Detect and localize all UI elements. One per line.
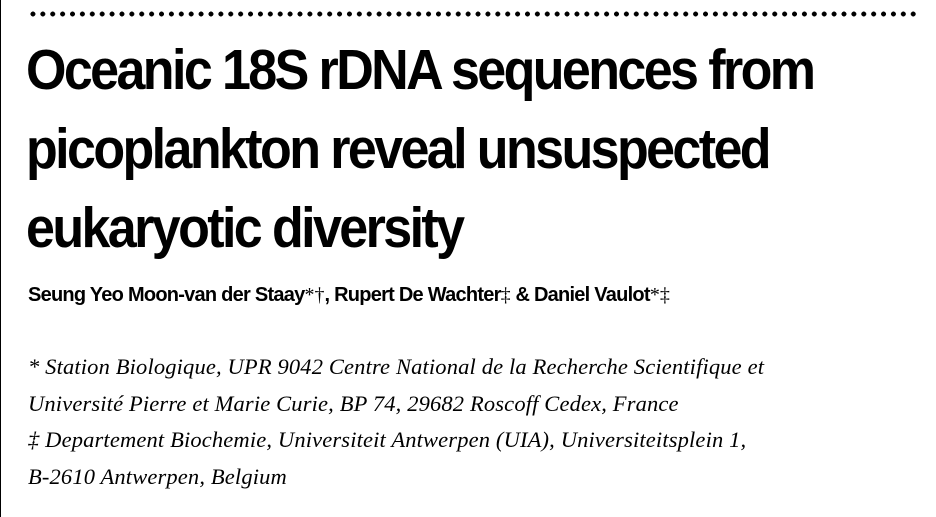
affiliation-line: Université Pierre et Marie Curie, BP 74,… (28, 390, 679, 416)
affiliation-marks: *† (304, 284, 325, 306)
author-name: Daniel Vaulot (533, 284, 651, 306)
title-line: Oceanic 18S rDNA sequences from (26, 39, 816, 103)
title-line: eukaryotic diversity (26, 197, 465, 260)
left-margin-rule (0, 0, 1, 517)
affiliation-line: B-2610 Antwerpen, Belgium (28, 463, 287, 489)
author-separator: , (324, 284, 335, 306)
author-list: Seung Yeo Moon-van der Staay*†, Rupert D… (28, 280, 670, 310)
author-name: Seung Yeo Moon-van der Staay (28, 284, 305, 306)
author-name: Rupert De Wachter (334, 284, 501, 306)
affiliations: * Station Biologique, UPR 9042 Centre Na… (28, 349, 764, 495)
article-title: Oceanic 18S rDNA sequences from picoplan… (26, 32, 926, 269)
dotted-header-rule (28, 11, 916, 17)
affiliation-marks: ‡ (500, 284, 511, 306)
author-separator: & (510, 284, 534, 306)
affiliation-line: * Station Biologique, UPR 9042 Centre Na… (28, 354, 765, 379)
affiliation-line: ‡ Departement Biochemie, Universiteit An… (28, 427, 747, 452)
title-line: picoplankton reveal unsuspected (26, 118, 772, 182)
affiliation-marks: *‡ (649, 284, 670, 306)
